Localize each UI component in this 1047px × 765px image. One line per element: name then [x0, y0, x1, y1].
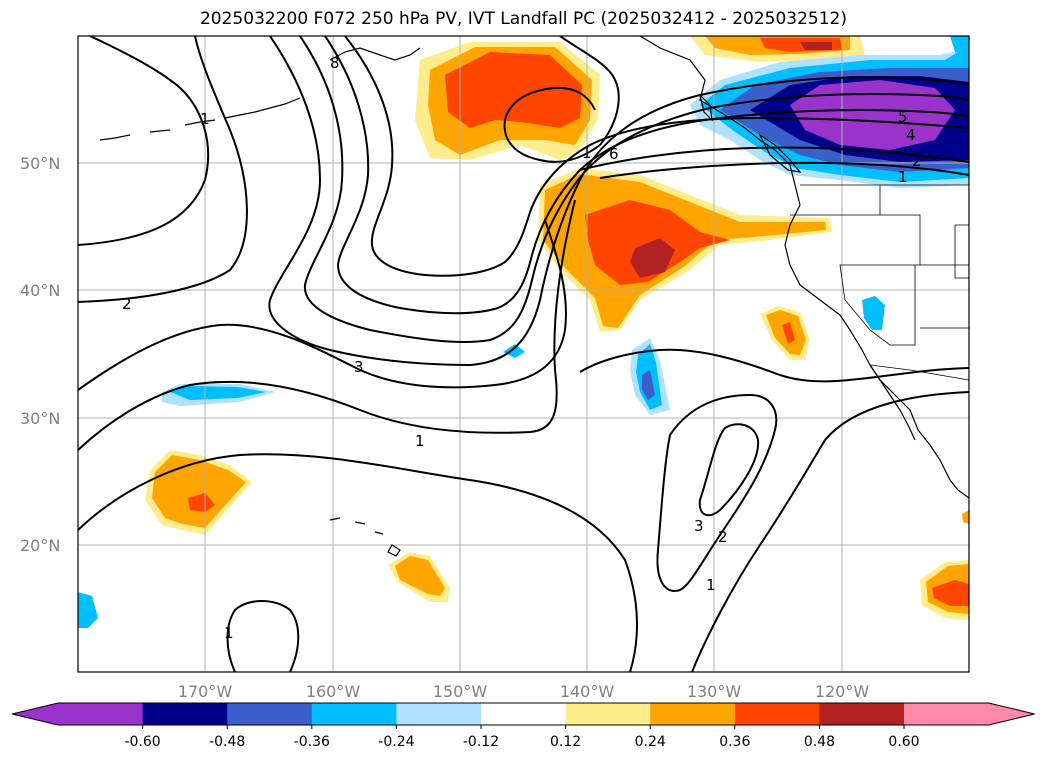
contour-line-7: [324, 36, 969, 315]
contour-label: 1: [582, 144, 592, 162]
lat-label-50n: 50°N: [20, 154, 60, 173]
contour-line-15: [698, 423, 760, 517]
colorbar-tick-label: 0.36: [719, 734, 750, 750]
border-layer: [790, 184, 969, 381]
contour-line-12: [78, 453, 638, 672]
contour-label: 3: [354, 358, 364, 376]
colorbar-tick-label: 0.60: [888, 734, 919, 750]
positive-anomaly-central-peak: [630, 238, 675, 278]
alaska-coastline: [329, 47, 421, 61]
colorbar-extend-high: [988, 703, 1035, 725]
negative-anomaly-coast: [862, 296, 885, 330]
contour-label: 2: [122, 295, 132, 313]
latitude-labels: 50°N 40°N 30°N 20°N: [20, 154, 60, 555]
colorbar-segment: [481, 703, 567, 725]
lon-label-120w: 120°W: [815, 682, 870, 701]
negative-anomaly-southwest: [78, 592, 98, 628]
colorbar-segment: [396, 703, 482, 725]
colorbar-segment: [142, 703, 228, 725]
contour-label: 3: [694, 517, 704, 535]
contour-label: 8: [330, 54, 340, 72]
contour-line-4: [78, 199, 576, 451]
contour-line-2: [78, 36, 248, 303]
contour-label: 5: [898, 108, 908, 126]
contour-line-3: [78, 219, 567, 391]
negative-anomaly-central-small-inner: [642, 370, 655, 400]
colorbar: -0.60 -0.48 -0.36 -0.24 -0.12 0.12 0.24 0.36 0.4…: [11, 702, 1035, 750]
colorbar-tick-label: -0.24: [378, 734, 414, 750]
lon-label-160w: 160°W: [306, 682, 361, 701]
colorbar-segment: [58, 703, 144, 725]
contour-line-13: [579, 348, 969, 383]
colorbar-segment: [227, 703, 313, 725]
contour-line-16: [691, 391, 969, 672]
colorbar-tick-label: -0.36: [294, 734, 330, 750]
positive-anomaly-southwest-inner: [188, 493, 215, 512]
positive-anomaly-north-peak: [800, 42, 832, 50]
colorbar-segment: [734, 703, 820, 725]
positive-anomaly-hawaii-core: [395, 556, 445, 596]
colorbar-segment: [819, 703, 905, 725]
contour-line-11: [599, 161, 969, 179]
longitude-labels: 170°W 160°W 150°W 140°W 130°W 120°W: [178, 682, 870, 701]
lon-label-140w: 140°W: [560, 682, 615, 701]
positive-anomaly-east-edge: [962, 510, 969, 524]
colorbar-tick-label: 0.24: [635, 734, 666, 750]
contour-label-layer: 1 2 3 6 5 4 2 1 1 3 2 1 1 8 1: [122, 54, 922, 642]
contour-label: 1: [706, 576, 716, 594]
contour-label: 1: [898, 168, 908, 186]
contour-line-17: [226, 600, 300, 672]
lon-label-130w: 130°W: [687, 682, 742, 701]
colorbar-tick-label: -0.12: [463, 734, 499, 750]
contour-line-5: [268, 36, 969, 367]
lon-label-150w: 150°W: [433, 682, 488, 701]
negative-anomaly-corner: [950, 36, 969, 55]
colorbar-segment: [311, 703, 397, 725]
contour-line-1: [78, 36, 210, 246]
us-mexico-border: [869, 364, 969, 381]
aleutian-islands: [99, 97, 301, 141]
positive-anomaly-baja-inner: [782, 322, 795, 344]
negative-anomaly-pacific-northwest-peak: [790, 80, 955, 150]
positive-anomaly-southwest-core: [152, 455, 246, 528]
hawaii-islands: [329, 517, 401, 557]
north-america-coastline: [639, 36, 969, 499]
us-state-borders: [790, 185, 969, 346]
contour-line-8: [344, 36, 969, 277]
contour-line-10: [579, 146, 969, 171]
contour-label: 1: [200, 110, 210, 128]
negative-anomaly-west-core: [170, 386, 266, 400]
contour-label: 1: [224, 624, 234, 642]
colorbar-segment: [904, 703, 990, 725]
lat-label-30n: 30°N: [20, 409, 60, 428]
contour-label: 6: [609, 145, 619, 163]
contour-label: 1: [415, 432, 425, 450]
colorbar-extend-low: [12, 703, 58, 725]
colorbar-segment: [650, 703, 736, 725]
contour-line-9: [503, 36, 620, 163]
lat-label-20n: 20°N: [20, 536, 60, 555]
map-frame: [77, 35, 970, 673]
negative-anomaly-tiny: [503, 344, 525, 358]
lat-label-40n: 40°N: [20, 281, 60, 300]
colorbar-segment: [565, 703, 651, 725]
positive-anomaly-southeast-inner: [932, 580, 969, 606]
contour-line-6: [299, 36, 969, 343]
contour-label: 2: [718, 528, 728, 546]
positive-anomaly-gulf-alaska-inner: [445, 52, 582, 128]
contour-layer: [78, 36, 969, 672]
colorbar-tick-label: 0.48: [804, 734, 835, 750]
lon-label-170w: 170°W: [178, 682, 233, 701]
contour-line-14: [656, 393, 778, 592]
contour-label: 2: [912, 152, 922, 170]
map-title: 2025032200 F072 250 hPa PV, IVT Landfall…: [199, 9, 847, 29]
vancouver-island-coast: [758, 133, 802, 173]
colorbar-tick-label: -0.48: [209, 734, 245, 750]
colorbar-tick-label: -0.60: [124, 734, 160, 750]
colorbar-tick-label: 0.12: [550, 734, 581, 750]
colorbar-outline: [11, 702, 1035, 726]
contour-label: 4: [906, 126, 916, 144]
